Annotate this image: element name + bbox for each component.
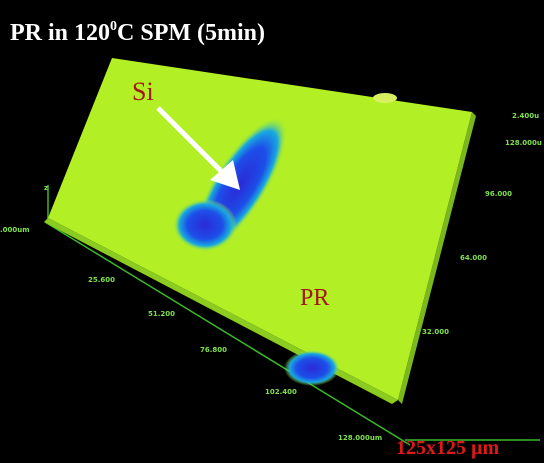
x-tick-label: 102.400 (265, 388, 297, 396)
scale-label: 125x125 µm (396, 437, 500, 459)
si-region (173, 199, 237, 251)
surface-highlight (373, 93, 397, 103)
title: PR in 1200C SPM (5min) (10, 19, 265, 46)
z-axis-label: z (44, 184, 48, 192)
surface-profile-image: PR in 1200C SPM (5min) Si PR 125x125 µm … (0, 0, 544, 463)
z-tick-label: 2.400u (512, 112, 539, 120)
y-tick-label: 64.000 (460, 254, 487, 262)
x-tick-label: 128.000um (338, 434, 382, 442)
y-tick-label: 96.000 (485, 190, 512, 198)
y-tick-label: 32.000 (422, 328, 449, 336)
title-text: C SPM (5min) (117, 20, 265, 46)
x-tick-label: 51.200 (148, 310, 175, 318)
title-superscript: 0 (110, 19, 117, 34)
x-tick-label: 25.600 (88, 276, 115, 284)
page: PR in 1200C SPM (5min) Si PR 125x125 µm … (0, 0, 544, 463)
si-label: Si (132, 77, 154, 106)
pr-label: PR (300, 285, 329, 311)
x-tick-label: 76.800 (200, 346, 227, 354)
si-spot (284, 350, 340, 386)
x-tick-label: .000um (0, 226, 30, 234)
y-tick-label: 128.000u (505, 139, 542, 147)
title-text: PR in 120 (10, 20, 110, 46)
